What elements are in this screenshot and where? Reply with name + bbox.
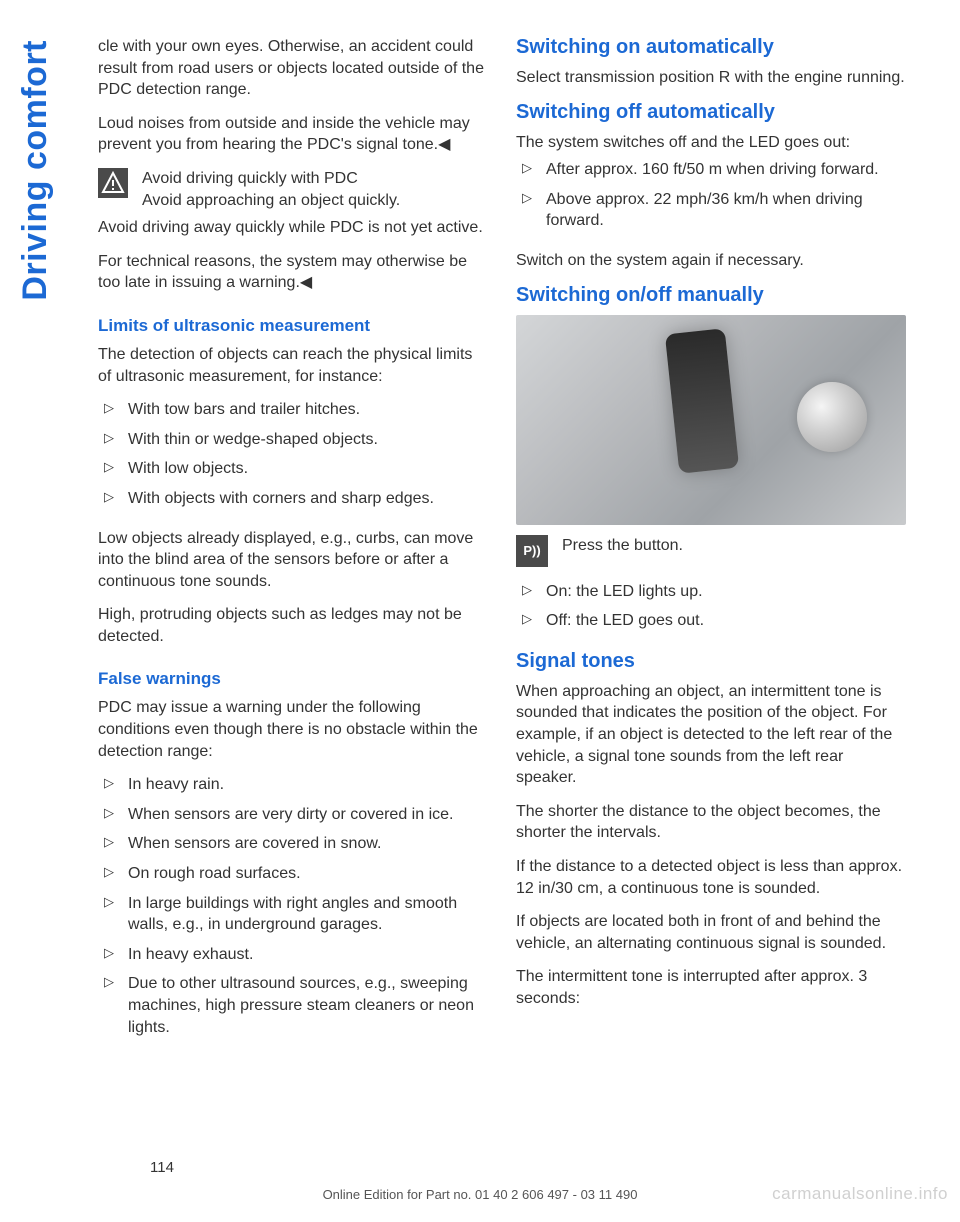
list-item: With objects with corners and sharp edge… (98, 488, 488, 510)
list-item: In heavy rain. (98, 774, 488, 796)
limits-list: With tow bars and trailer hitches. With … (98, 399, 488, 517)
list-item: With low objects. (98, 458, 488, 480)
list-item: In heavy exhaust. (98, 944, 488, 966)
limits-paragraph-2: High, protruding objects such as ledges … (98, 604, 488, 647)
limits-intro: The detection of objects can reach the p… (98, 344, 488, 387)
signal-paragraph-1: When approaching an object, an intermitt… (516, 681, 906, 789)
list-item: With thin or wedge-shaped objects. (98, 429, 488, 451)
switch-off-auto-list: After approx. 160 ft/50 m when driving f… (516, 159, 906, 240)
page-content: cle with your own eyes. Otherwise, an ac… (98, 36, 908, 1056)
list-item: With tow bars and trailer hitches. (98, 399, 488, 421)
list-item: Due to other ultrasound sources, e.g., s… (98, 973, 488, 1038)
false-warnings-list: In heavy rain. When sensors are very dir… (98, 774, 488, 1046)
switch-off-auto-intro: The system switches off and the LED goes… (516, 132, 906, 154)
page-number: 114 (150, 1159, 174, 1176)
list-item: In large buildings with right angles and… (98, 893, 488, 936)
press-button-text: Press the button. (562, 535, 683, 557)
right-column: Switching on automatically Select transm… (516, 36, 906, 1056)
warning-paragraph-2: For technical reasons, the system may ot… (98, 251, 488, 294)
limits-heading: Limits of ultrasonic measurement (98, 316, 488, 336)
console-photo (516, 315, 906, 525)
false-warnings-intro: PDC may issue a warning under the follow… (98, 697, 488, 762)
switch-on-auto-heading: Switching on automatically (516, 36, 906, 59)
list-item: Above approx. 22 mph/36 km/h when drivin… (516, 189, 906, 232)
false-warnings-heading: False warnings (98, 669, 488, 689)
signal-tones-heading: Signal tones (516, 650, 906, 673)
list-item: When sensors are very dirty or covered i… (98, 804, 488, 826)
list-item: Off: the LED goes out. (516, 610, 906, 632)
signal-paragraph-2: The shorter the distance to the object b… (516, 801, 906, 844)
watermark: carmanualsonline.info (772, 1184, 948, 1204)
signal-paragraph-4: If objects are located both in front of … (516, 911, 906, 954)
pdc-button-icon: P)) (516, 535, 548, 567)
limits-paragraph-1: Low objects already displayed, e.g., cur… (98, 528, 488, 593)
warning-paragraph-1: Avoid driving away quickly while PDC is … (98, 217, 488, 239)
manual-list: On: the LED lights up. Off: the LED goes… (516, 581, 906, 640)
warning-icon (98, 168, 128, 198)
switch-on-auto-paragraph: Select transmission position R with the … (516, 67, 906, 89)
switch-off-auto-paragraph: Switch on the system again if necessary. (516, 250, 906, 272)
list-item: When sensors are covered in snow. (98, 833, 488, 855)
signal-paragraph-5: The intermittent tone is interrupted aft… (516, 966, 906, 1009)
list-item: On rough road surfaces. (98, 863, 488, 885)
list-item: After approx. 160 ft/50 m when driving f… (516, 159, 906, 181)
intro-paragraph-2: Loud noises from outside and inside the … (98, 113, 488, 156)
warning-text-wrap: Avoid driving quickly with PDC Avoid app… (142, 168, 400, 211)
intro-paragraph-1: cle with your own eyes. Otherwise, an ac… (98, 36, 488, 101)
left-column: cle with your own eyes. Otherwise, an ac… (98, 36, 488, 1056)
switch-off-auto-heading: Switching off automatically (516, 101, 906, 124)
signal-paragraph-3: If the distance to a detected object is … (516, 856, 906, 899)
warning-line: Avoid approaching an object quickly. (142, 190, 400, 212)
warning-title: Avoid driving quickly with PDC (142, 168, 400, 190)
warning-block: Avoid driving quickly with PDC Avoid app… (98, 168, 488, 211)
switch-manual-heading: Switching on/off manually (516, 284, 906, 307)
section-side-label: Driving comfort (16, 40, 55, 301)
list-item: On: the LED lights up. (516, 581, 906, 603)
press-button-row: P)) Press the button. (516, 535, 906, 567)
